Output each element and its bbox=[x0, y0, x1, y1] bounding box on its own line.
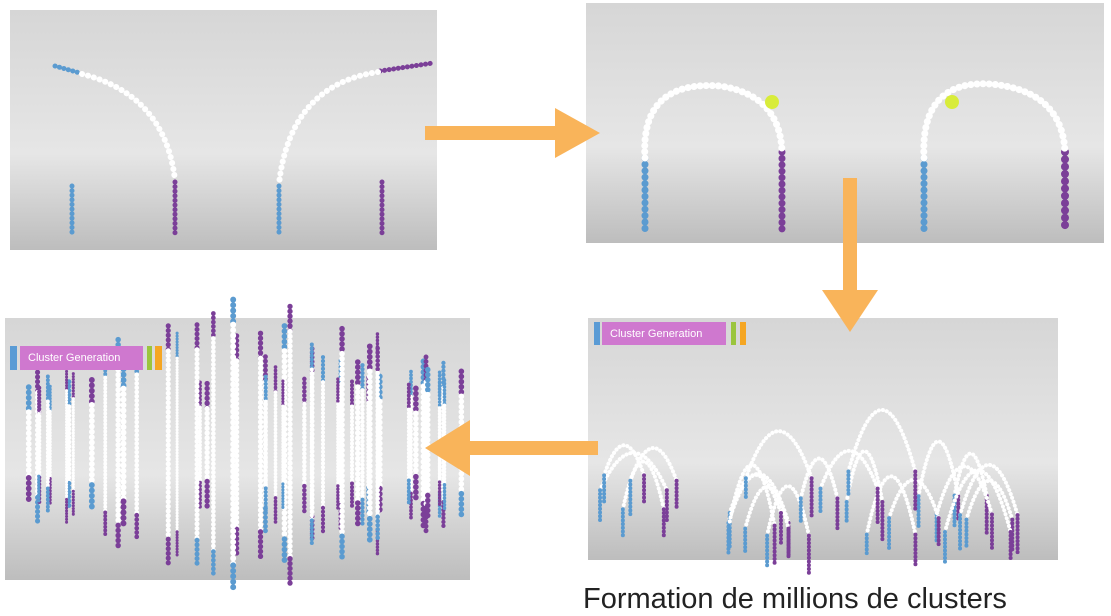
primer bbox=[945, 95, 959, 109]
arrow-left bbox=[465, 441, 598, 455]
color-tag bbox=[740, 322, 746, 345]
primer bbox=[765, 95, 779, 109]
color-tag bbox=[731, 322, 736, 345]
color-tag bbox=[10, 346, 17, 370]
diagram: Cluster Generation Cluster Generation Fo… bbox=[0, 0, 1111, 616]
caption: Formation de millions de clusters bbox=[583, 583, 1007, 615]
color-tag bbox=[594, 322, 600, 345]
color-tag bbox=[155, 346, 162, 370]
arrow-right bbox=[425, 126, 565, 140]
arrow-down bbox=[843, 178, 857, 298]
color-tag bbox=[147, 346, 152, 370]
page: Cluster Generation Cluster Generation Fo… bbox=[0, 0, 1111, 616]
panel-label: Cluster Generation bbox=[610, 328, 702, 340]
panel-label: Cluster Generation bbox=[28, 352, 120, 364]
